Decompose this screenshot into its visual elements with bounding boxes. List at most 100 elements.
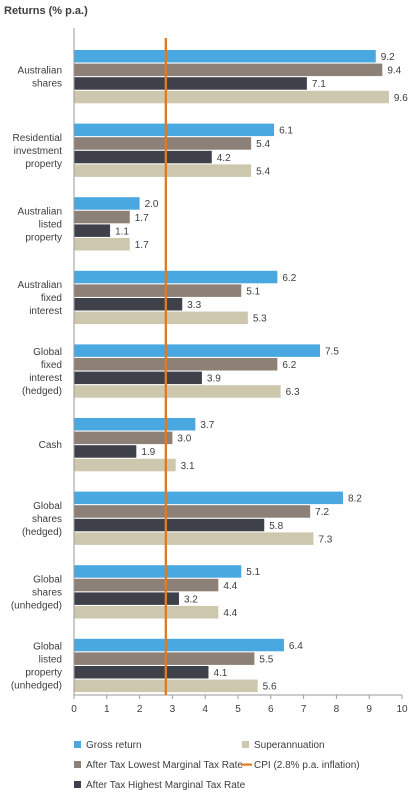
bar (74, 298, 183, 311)
bar (74, 592, 179, 605)
category-label: Cash (39, 440, 62, 451)
category-label: property (25, 159, 62, 170)
x-tick-label: 8 (334, 704, 340, 715)
category-label: listed (39, 219, 62, 230)
bar (74, 210, 130, 224)
x-tick-label: 1 (104, 704, 110, 715)
category-label: interest (29, 373, 62, 384)
legend-label: After Tax Highest Marginal Tax Rate (86, 780, 246, 791)
category-label: (hedged) (22, 527, 62, 538)
bar-value-label: 4.4 (223, 581, 237, 592)
legend-swatch (74, 781, 81, 788)
category-label: Global (33, 501, 62, 512)
legend-label: CPI (2.8% p.a. inflation) (254, 760, 360, 771)
category-label: investment (14, 146, 63, 157)
x-tick-label: 9 (366, 704, 372, 715)
category-label: Global (33, 347, 62, 358)
category-label: (unhedged) (11, 680, 62, 691)
legend-line-swatch (241, 763, 252, 766)
legend-label: Gross return (86, 740, 142, 751)
category-label: (unhedged) (11, 600, 62, 611)
bar-value-label: 4.2 (217, 153, 231, 164)
bar-value-label: 3.7 (200, 420, 214, 431)
x-tick-label: 0 (71, 704, 77, 715)
plot-area: 9.2 9.4 7.1 9.6 Australian shares 6.1 5.4 4.2 5.4… (11, 28, 408, 715)
category-label: shares (32, 587, 62, 598)
category-label: fixed (41, 293, 62, 304)
bar-value-label: 3.0 (177, 434, 191, 445)
category-label: property (25, 667, 62, 678)
bar-value-label: 9.6 (394, 93, 408, 104)
bar (74, 50, 376, 63)
category-label: fixed (41, 360, 62, 371)
bar (74, 491, 343, 505)
bar (74, 358, 278, 371)
legend-swatch (74, 741, 81, 748)
bar-value-label: 9.2 (381, 52, 395, 63)
bar-value-label: 5.4 (256, 139, 270, 150)
chart-title: Returns (% p.a.) (4, 5, 88, 17)
bar (74, 123, 275, 137)
legend-swatch (74, 761, 81, 768)
bar (74, 90, 389, 104)
category-label: Australian (18, 280, 62, 291)
bar-value-label: 5.1 (246, 567, 260, 578)
x-tick-label: 10 (396, 704, 408, 715)
bar (74, 565, 242, 578)
bar (74, 638, 284, 652)
bar (74, 270, 278, 284)
category-label: shares (32, 514, 62, 525)
bar (74, 197, 140, 210)
bar-value-label: 6.4 (289, 641, 303, 652)
bar-value-label: 6.2 (282, 273, 296, 284)
category-label: Residential (13, 133, 62, 144)
category-label: (hedged) (22, 386, 62, 397)
bar-value-label: 5.4 (256, 166, 270, 177)
bar (74, 385, 281, 398)
bar-value-label: 6.3 (286, 387, 300, 398)
bar-value-label: 3.1 (181, 461, 195, 472)
bar (74, 418, 196, 431)
x-tick-label: 2 (137, 704, 143, 715)
bar-value-label: 5.6 (263, 682, 277, 693)
category-label: Australian (18, 66, 62, 77)
legend-label: After Tax Lowest Marginal Tax Rate (86, 760, 243, 771)
bar (74, 344, 320, 357)
category-label: Global (33, 641, 62, 652)
bar (74, 284, 242, 297)
legend: Gross return Superannuation After Tax Lowe… (74, 740, 360, 791)
bar-value-label: 5.3 (253, 314, 267, 325)
bar (74, 164, 252, 177)
category-label: property (25, 232, 62, 243)
bar (74, 606, 219, 619)
x-tick-label: 3 (170, 704, 176, 715)
x-tick-label: 6 (268, 704, 274, 715)
bar-value-label: 4.4 (223, 608, 237, 619)
bar (74, 458, 176, 472)
x-tick-label: 4 (202, 704, 208, 715)
x-tick-label: 7 (301, 704, 307, 715)
bar (74, 578, 219, 592)
bar-value-label: 3.3 (187, 300, 201, 311)
bar (74, 532, 314, 545)
bar-value-label: 6.1 (279, 126, 293, 137)
bar-value-label: 6.2 (282, 360, 296, 371)
category-label: shares (32, 79, 62, 90)
legend-label: Superannuation (254, 740, 325, 751)
bar-value-label: 5.5 (259, 654, 273, 665)
category-label: interest (29, 306, 62, 317)
bar (74, 652, 255, 665)
bar (74, 431, 173, 445)
bar-value-label: 7.5 (325, 346, 339, 357)
bar-value-label: 5.8 (269, 521, 283, 532)
bar (74, 137, 252, 150)
bar (74, 224, 111, 237)
bar-value-label: 7.2 (315, 507, 329, 518)
bar (74, 445, 137, 458)
bar (74, 666, 209, 679)
bar (74, 311, 248, 325)
bar-value-label: 1.7 (135, 240, 149, 251)
bar-value-label: 1.1 (115, 226, 129, 237)
legend-swatch (242, 741, 249, 748)
